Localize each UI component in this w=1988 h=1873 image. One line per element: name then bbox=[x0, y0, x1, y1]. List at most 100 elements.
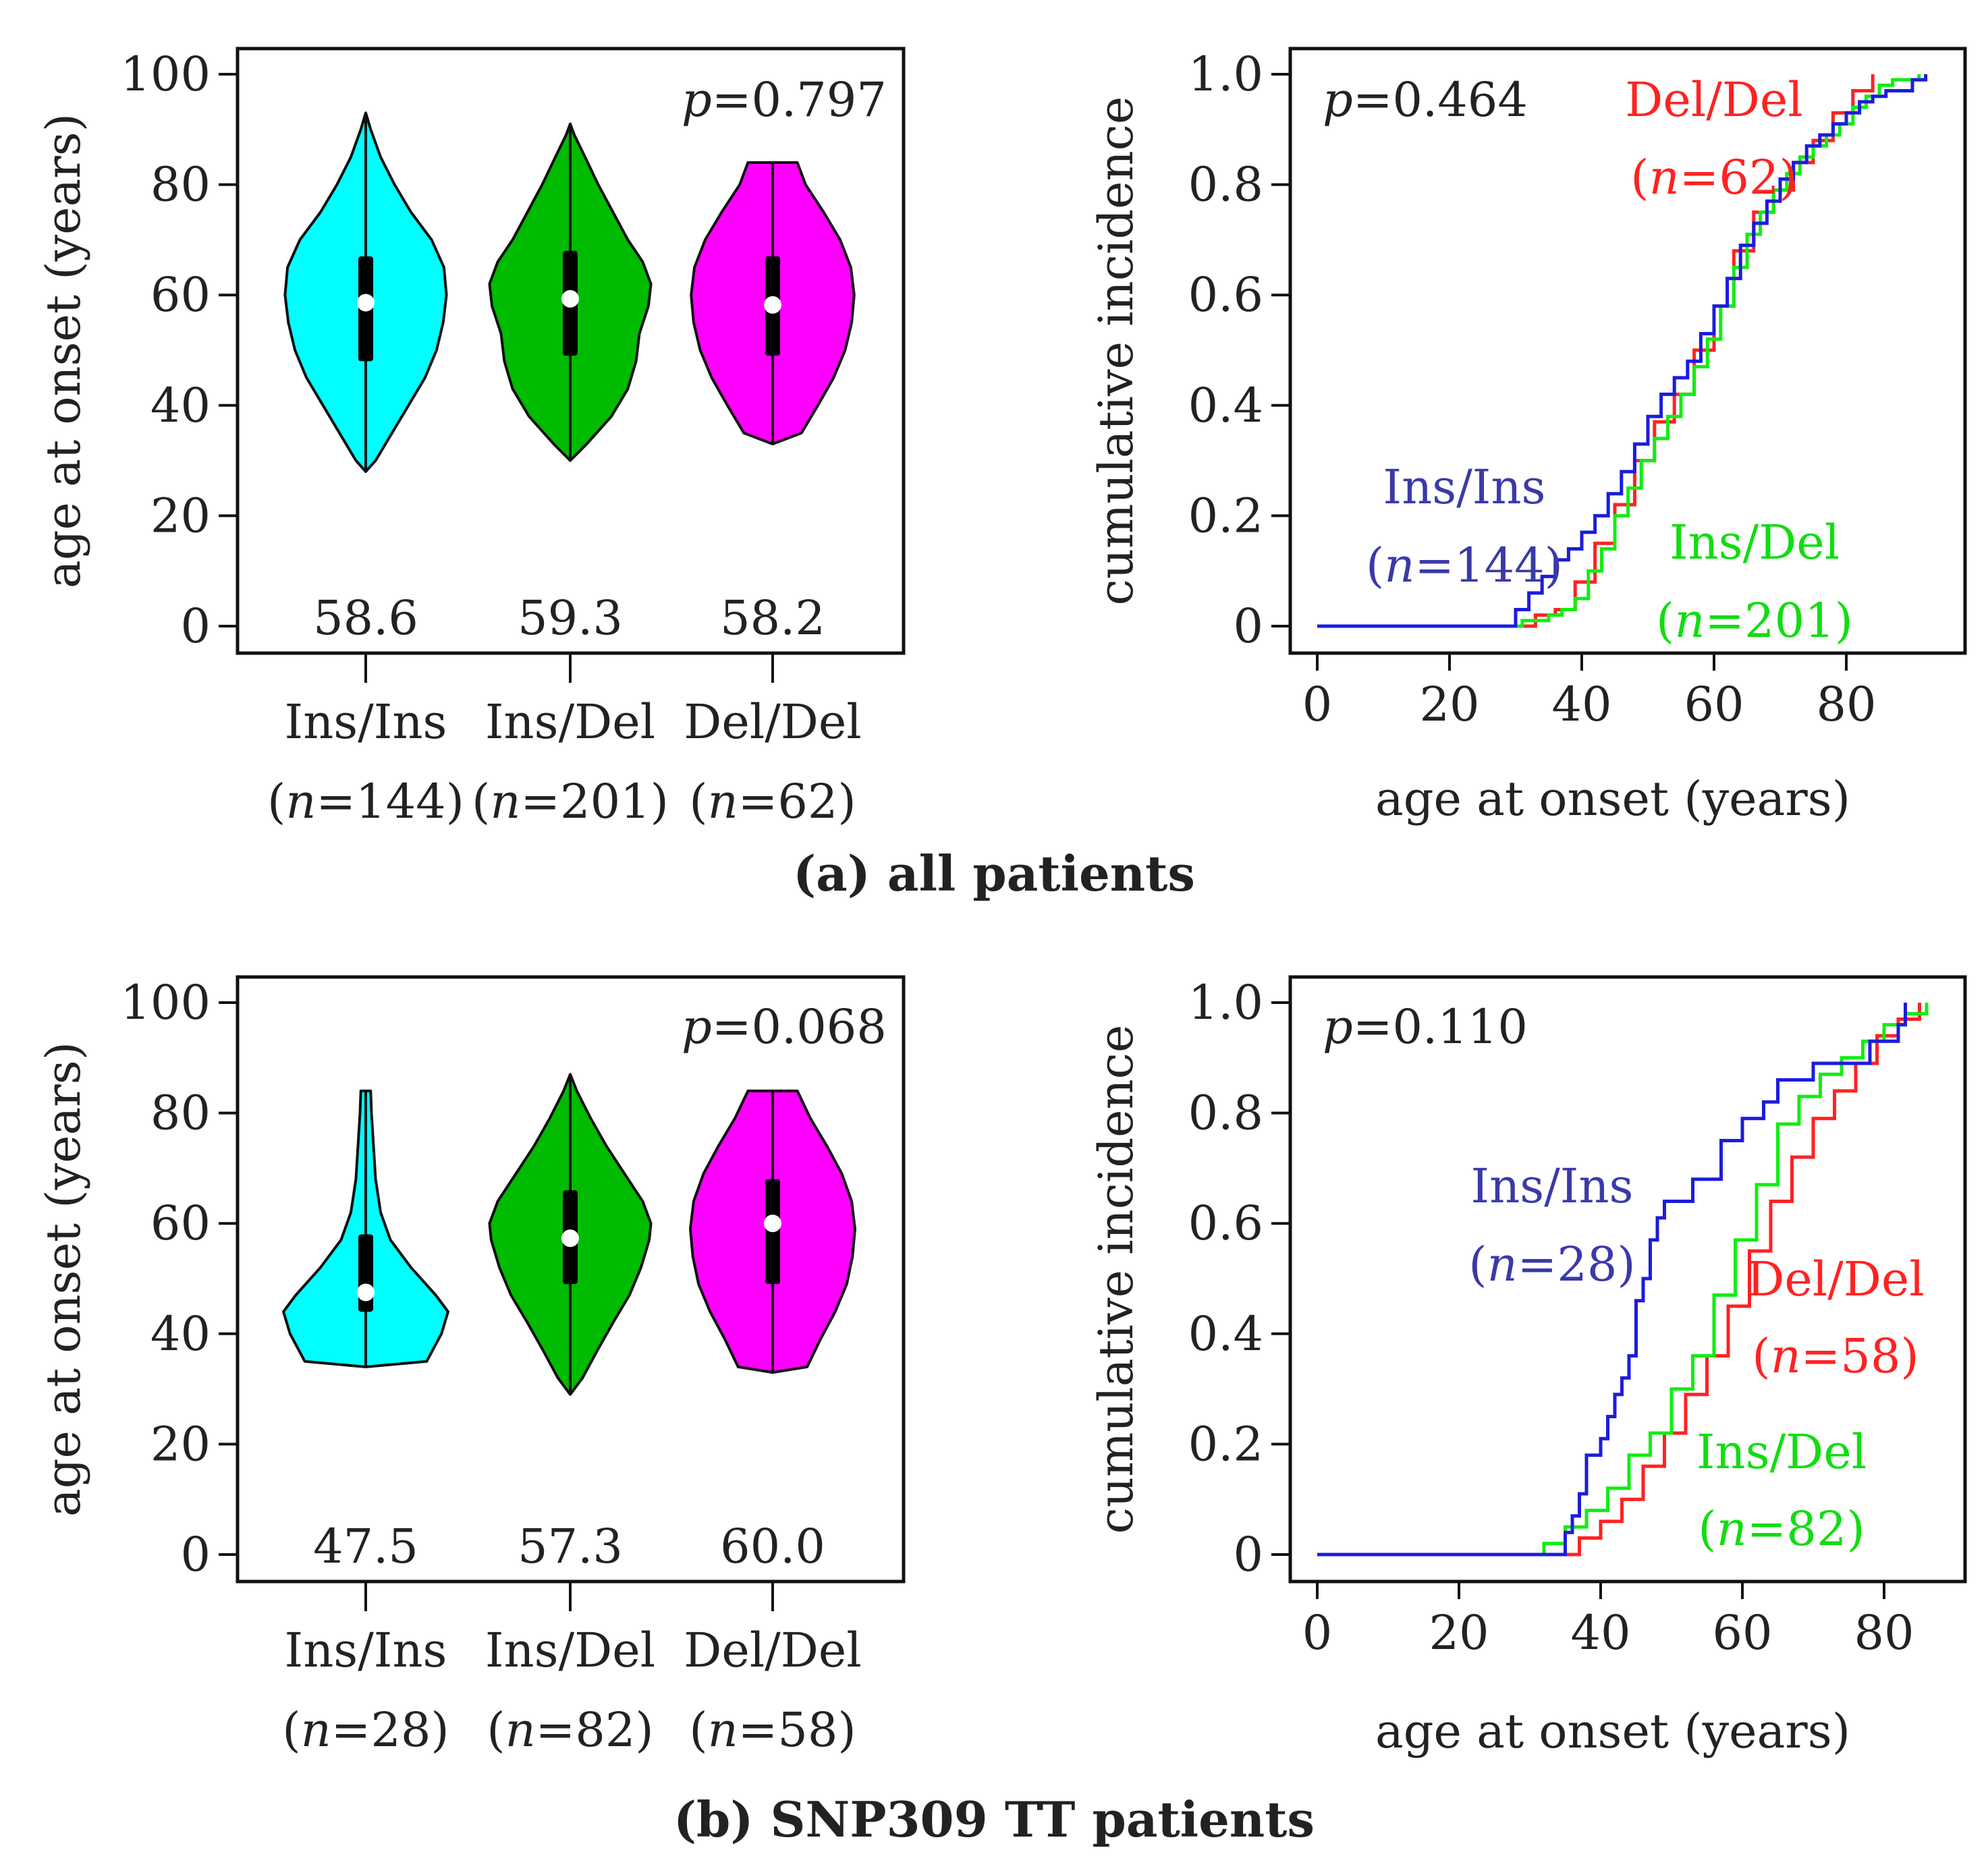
x-tick-label: 80 bbox=[1854, 1605, 1914, 1660]
label-ins-ins: Ins/Ins bbox=[1471, 1158, 1634, 1214]
median-label: 59.3 bbox=[518, 590, 623, 646]
caption-b: (b) SNP309 TT patients bbox=[673, 1791, 1315, 1848]
y-tick-label: 60 bbox=[150, 267, 211, 323]
x-axis-label: age at onset (years) bbox=[1375, 1704, 1850, 1759]
group-n-label: (n=144) bbox=[267, 774, 464, 829]
y-axis: 0 20 40 60 80 100 Ins/Ins (n=28) Ins/Del (n=82) De… bbox=[120, 975, 861, 1758]
y-tick-label: 20 bbox=[150, 1416, 211, 1472]
incidence-line-ins-ins bbox=[1317, 74, 1928, 628]
x-tick-label: 20 bbox=[1429, 1605, 1489, 1660]
violins: 47.5 57.3 60.0 bbox=[282, 1073, 856, 1574]
n-symbol: n bbox=[708, 774, 738, 829]
group-label: Ins/Ins bbox=[285, 1623, 447, 1678]
median-label: 47.5 bbox=[313, 1519, 418, 1574]
y-tick-label: 0 bbox=[1233, 1527, 1263, 1582]
y-tick-label: 60 bbox=[150, 1196, 211, 1251]
y-tick-label: 0.6 bbox=[1188, 1196, 1263, 1251]
label-del-del: Del/Del bbox=[1625, 72, 1802, 128]
y-tick-label: 0.8 bbox=[1188, 1086, 1263, 1141]
median-label: 58.6 bbox=[313, 590, 418, 646]
label-del-del: Del/Del bbox=[1746, 1252, 1924, 1307]
label-del-del-n: (n=62) bbox=[1630, 150, 1797, 205]
label-ins-del-n: (n=82) bbox=[1698, 1501, 1865, 1557]
n-symbol: n bbox=[490, 774, 520, 829]
p-value: p=0.464 bbox=[1323, 72, 1528, 128]
n-symbol: n bbox=[708, 1702, 738, 1758]
n-symbol: n bbox=[301, 1702, 331, 1758]
group-n-label: (n=201) bbox=[472, 774, 669, 829]
y-axis: 0 20 40 60 80 100 Ins/Ins (n=144) Ins/Del (n=201)… bbox=[120, 47, 861, 829]
y-tick-label: 0.2 bbox=[1188, 1416, 1263, 1472]
y-tick-label: 1.0 bbox=[1188, 975, 1263, 1030]
x-tick-label: 60 bbox=[1712, 1605, 1772, 1660]
incidence-curves bbox=[1317, 74, 1928, 628]
incidence-line-ins-ins bbox=[1317, 1003, 1907, 1557]
violin-median-dot bbox=[357, 293, 375, 312]
median-label: 58.2 bbox=[720, 590, 825, 646]
x-tick-label: 20 bbox=[1419, 677, 1479, 732]
y-axis-label: cumulative incidence bbox=[1088, 1025, 1144, 1534]
violin-plot-a: 0 20 40 60 80 100 Ins/Ins (n=144) Ins/Del (n=201)… bbox=[36, 47, 906, 829]
incidence-plot-a: 0 0.2 0.4 0.6 0.8 1.0 0 20 40 60 80 p=0.464 cumula… bbox=[1088, 47, 1967, 827]
y-axis-label: cumulative incidence bbox=[1088, 96, 1144, 606]
label-ins-del-n: (n=201) bbox=[1656, 593, 1853, 648]
y-tick-label: 40 bbox=[150, 378, 211, 433]
y-tick-label: 100 bbox=[120, 47, 211, 102]
x-tick-label: 60 bbox=[1684, 677, 1744, 732]
p-value: p=0.797 bbox=[682, 72, 887, 128]
violin-median-dot bbox=[357, 1283, 375, 1302]
y-tick-label: 0.8 bbox=[1188, 157, 1263, 213]
violin-plot-b: 0 20 40 60 80 100 Ins/Ins (n=28) Ins/Del (n=82) De… bbox=[36, 975, 906, 1758]
y-tick-label: 80 bbox=[150, 157, 211, 213]
axes: 0 0.2 0.4 0.6 0.8 1.0 0 20 40 60 80 bbox=[1188, 975, 1914, 1660]
n-symbol: n bbox=[285, 774, 316, 829]
label-ins-del: Ins/Del bbox=[1696, 1424, 1867, 1480]
label-ins-del: Ins/Del bbox=[1669, 515, 1840, 570]
incidence-plot-b: 0 0.2 0.4 0.6 0.8 1.0 0 20 40 60 80 p=0.110 cumula… bbox=[1088, 975, 1967, 1759]
y-tick-label: 0.6 bbox=[1188, 267, 1263, 323]
violin-median-dot bbox=[764, 1214, 781, 1233]
label-ins-ins: Ins/Ins bbox=[1383, 459, 1546, 515]
group-label: Del/Del bbox=[684, 694, 861, 750]
violin-median-dot bbox=[764, 296, 781, 314]
p-value: p=0.068 bbox=[682, 999, 887, 1055]
label-ins-ins-n: (n=28) bbox=[1468, 1237, 1635, 1292]
y-tick-label: 0.4 bbox=[1188, 378, 1263, 433]
x-tick-label: 0 bbox=[1302, 677, 1333, 732]
y-tick-label: 0.2 bbox=[1188, 488, 1263, 543]
incidence-line-ins-del bbox=[1317, 1003, 1929, 1557]
label-del-del-n: (n=58) bbox=[1752, 1329, 1918, 1384]
group-label: Ins/Del bbox=[485, 694, 655, 750]
y-tick-label: 100 bbox=[120, 975, 211, 1030]
axes: 0 0.2 0.4 0.6 0.8 1.0 0 20 40 60 80 bbox=[1188, 47, 1877, 732]
violin-median-dot bbox=[561, 1229, 579, 1248]
y-tick-label: 0.4 bbox=[1188, 1306, 1263, 1362]
label-ins-ins-n: (n=144) bbox=[1366, 538, 1563, 593]
violin-median-dot bbox=[561, 289, 579, 308]
y-tick-label: 0 bbox=[180, 1527, 211, 1582]
median-label: 57.3 bbox=[518, 1519, 623, 1574]
incidence-line-ins-del bbox=[1317, 74, 1921, 628]
y-axis-label: age at onset (years) bbox=[36, 1042, 91, 1517]
x-tick-label: 0 bbox=[1302, 1605, 1333, 1660]
x-tick-label: 40 bbox=[1570, 1605, 1630, 1660]
p-value: p=0.110 bbox=[1323, 999, 1528, 1055]
caption-a: (a) all patients bbox=[793, 845, 1195, 902]
group-n-label: (n=62) bbox=[689, 774, 856, 829]
y-axis-label: age at onset (years) bbox=[36, 113, 91, 588]
group-label: Del/Del bbox=[684, 1623, 861, 1678]
y-tick-label: 1.0 bbox=[1188, 47, 1263, 102]
y-tick-label: 20 bbox=[150, 488, 211, 543]
incidence-curves bbox=[1317, 1003, 1929, 1557]
group-label: Ins/Ins bbox=[285, 694, 447, 750]
x-tick-label: 40 bbox=[1551, 677, 1611, 732]
group-n-label: (n=82) bbox=[487, 1702, 653, 1758]
y-tick-label: 0 bbox=[1233, 598, 1263, 654]
median-label: 60.0 bbox=[720, 1519, 825, 1574]
group-n-label: (n=58) bbox=[689, 1702, 856, 1758]
y-tick-label: 80 bbox=[150, 1086, 211, 1141]
y-tick-label: 0 bbox=[180, 598, 211, 654]
x-tick-label: 80 bbox=[1816, 677, 1876, 732]
n-symbol: n bbox=[505, 1702, 536, 1758]
